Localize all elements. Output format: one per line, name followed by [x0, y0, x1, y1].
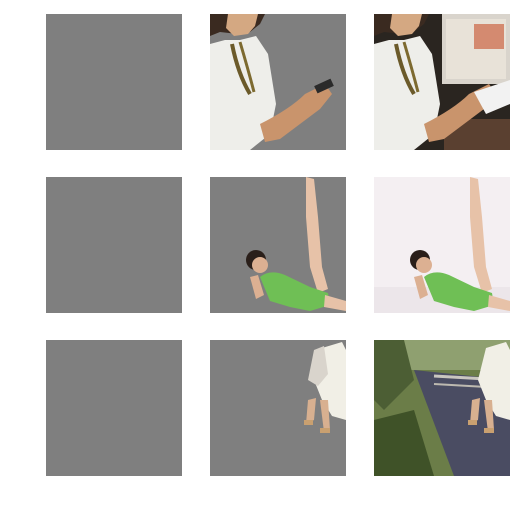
original-photo-row2 — [374, 177, 510, 313]
cutout-woman-green — [210, 177, 346, 313]
segmented-cutout-row1 — [210, 14, 346, 150]
photo-woman-phone — [374, 14, 510, 150]
original-photo-row3 — [374, 340, 510, 476]
photo-woman-tracks — [374, 340, 510, 476]
mask-empty-row2 — [46, 177, 182, 313]
cutout-woman-tracks — [210, 340, 346, 476]
mask-empty-row3 — [46, 340, 182, 476]
mask-empty-row1 — [46, 14, 182, 150]
photo-woman-green — [374, 177, 510, 313]
segmented-cutout-row2 — [210, 177, 346, 313]
segmented-cutout-row3 — [210, 340, 346, 476]
cutout-woman-phone — [210, 14, 346, 150]
original-photo-row1 — [374, 14, 510, 150]
